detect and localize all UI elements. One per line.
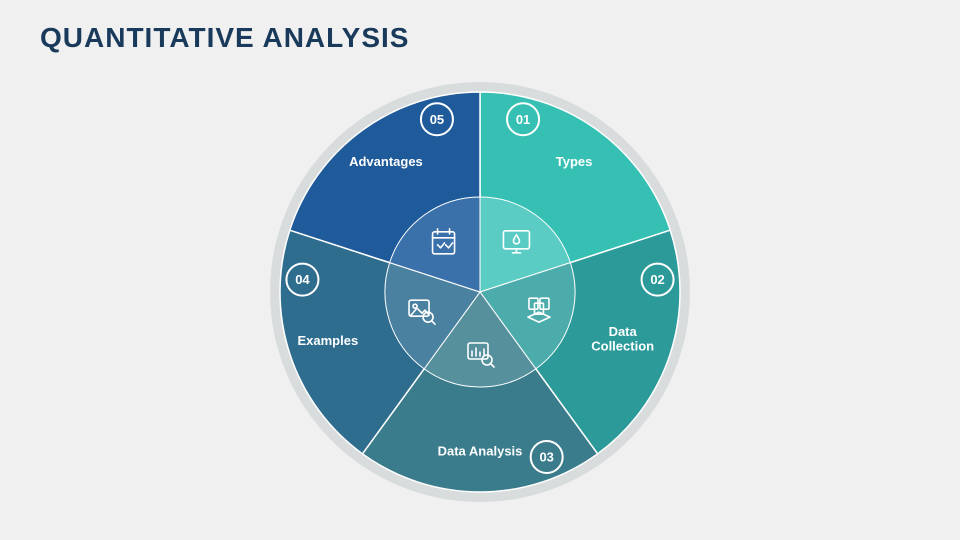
badge-number-4: 04 [295, 272, 310, 287]
segment-label-5: Advantages [349, 154, 423, 169]
segment-label-4: Examples [297, 332, 358, 347]
badge-number-1: 01 [516, 111, 530, 126]
segment-label-1: Types [556, 154, 593, 169]
badge-number-5: 05 [430, 111, 444, 126]
badge-number-3: 03 [539, 449, 553, 464]
segment-label-3: Data Analysis [438, 443, 523, 458]
page-title: QUANTITATIVE ANALYSIS [40, 22, 409, 54]
badge-number-2: 02 [650, 272, 664, 287]
radial-chart: Types01DataCollection02Data Analysis03Ex… [260, 72, 700, 512]
